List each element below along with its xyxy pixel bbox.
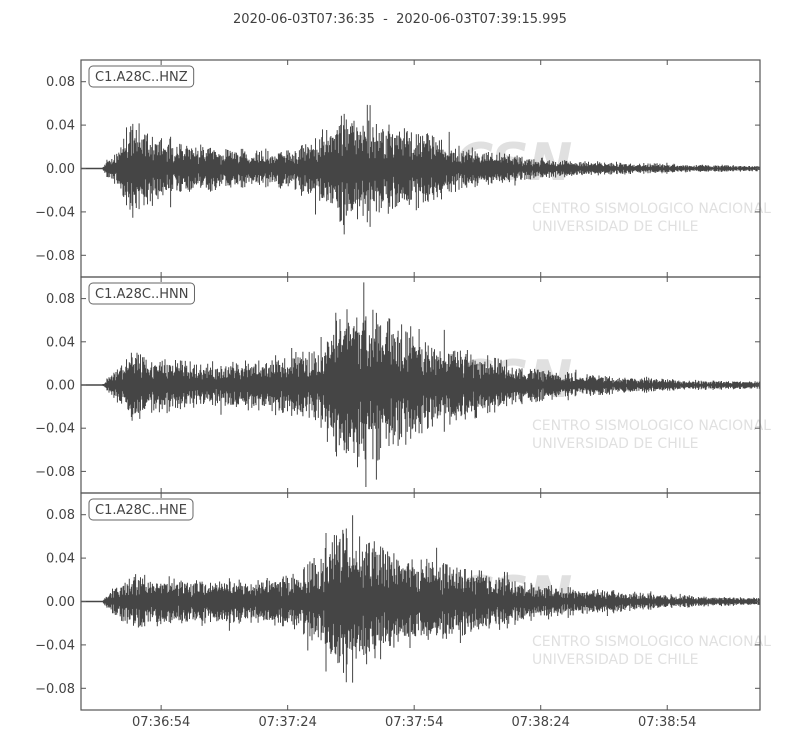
watermark-line2: UNIVERSIDAD DE CHILE [532,436,699,452]
trace-label-box [88,65,195,88]
x-tick-label: 07:37:24 [258,715,316,730]
y-tick-label: −0.08 [35,465,75,480]
y-tick-label: 0.04 [46,335,75,350]
watermark-line2: UNIVERSIDAD DE CHILE [532,219,699,235]
chart-title: 2020-06-03T07:36:35 - 2020-06-03T07:39:1… [233,12,567,27]
watermark-line1: CENTRO SISMOLOGICO NACIONAL [532,418,771,434]
trace-label-text: C1.A28C..HNZ [95,70,188,85]
trace-label-3: C1.A28C..HNE [88,498,194,521]
waveform-trace-1 [102,104,760,235]
x-tick-label: 07:38:24 [512,715,570,730]
y-tick-label: −0.04 [35,638,75,653]
waveform-trace-3 [102,515,760,683]
y-tick-label: 0.00 [46,379,75,394]
y-tick-label: 0.04 [46,119,75,134]
y-tick-label: −0.04 [35,422,75,437]
watermark-line1: CENTRO SISMOLOGICO NACIONAL [532,201,771,217]
trace-label-text: C1.A28C..HNN [95,287,188,302]
trace-label-box [88,498,194,521]
x-tick-label: 07:37:54 [385,715,443,730]
trace-label-box [88,282,195,305]
x-tick-label: 07:36:54 [132,715,190,730]
x-tick-label: 07:38:54 [638,715,696,730]
y-tick-label: 0.08 [46,75,75,90]
y-tick-label: 0.00 [46,162,75,177]
y-tick-label: 0.00 [46,595,75,610]
y-tick-label: −0.04 [35,205,75,220]
trace-label-text: C1.A28C..HNE [95,503,187,518]
y-tick-label: 0.04 [46,552,75,567]
y-tick-label: 0.08 [46,292,75,307]
y-tick-label: 0.08 [46,508,75,523]
watermark-line2: UNIVERSIDAD DE CHILE [532,652,699,668]
trace-label-1: C1.A28C..HNZ [88,65,195,88]
trace-label-2: C1.A28C..HNN [88,282,195,305]
waveform-trace-2 [102,282,760,487]
y-tick-label: −0.08 [35,682,75,697]
y-tick-label: −0.08 [35,249,75,264]
watermark-line1: CENTRO SISMOLOGICO NACIONAL [532,634,771,650]
